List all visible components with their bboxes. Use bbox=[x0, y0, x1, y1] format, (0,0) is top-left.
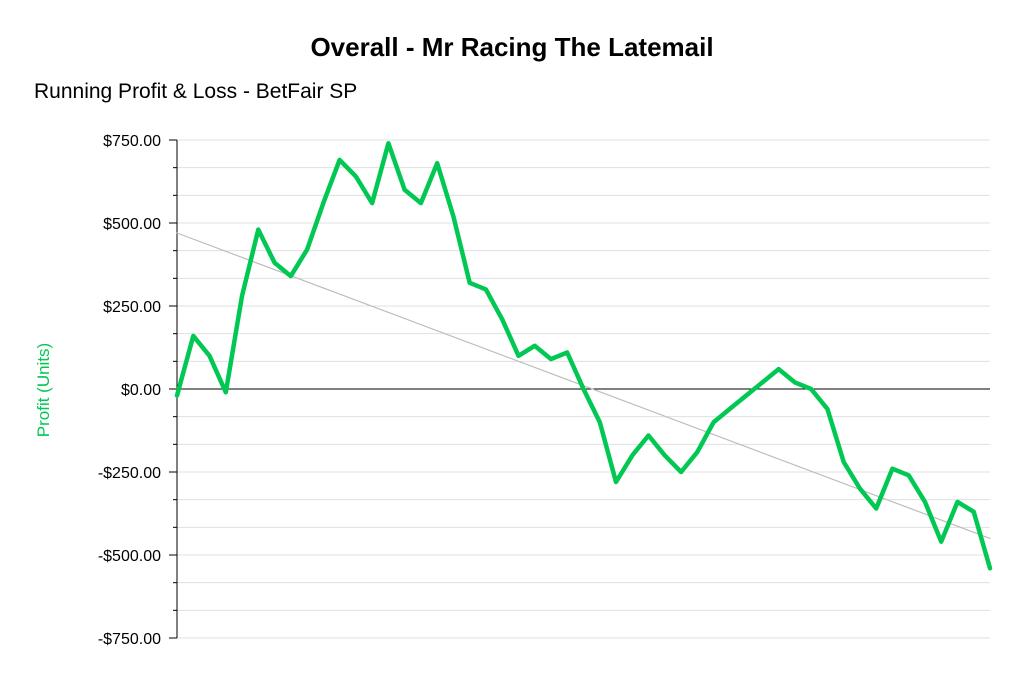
y-tick-label: -$500.00 bbox=[98, 548, 161, 565]
chart-subtitle: Running Profit & Loss - BetFair SP bbox=[34, 80, 358, 103]
y-tick-label: -$750.00 bbox=[98, 631, 161, 648]
y-tick-label: $0.00 bbox=[121, 382, 161, 399]
y-tick-label: $750.00 bbox=[103, 133, 161, 150]
y-tick-label: $250.00 bbox=[103, 299, 161, 316]
y-tick-label: $500.00 bbox=[103, 216, 161, 233]
profit-series-line bbox=[174, 141, 993, 571]
y-ticks: $750.00 $500.00 $250.00 $0.00 -$250.00 -$500.… bbox=[98, 133, 177, 648]
y-tick-label: -$250.00 bbox=[98, 465, 161, 482]
chart-title: Overall - Mr Racing The Latemail bbox=[310, 32, 714, 62]
series-layer bbox=[174, 141, 993, 571]
